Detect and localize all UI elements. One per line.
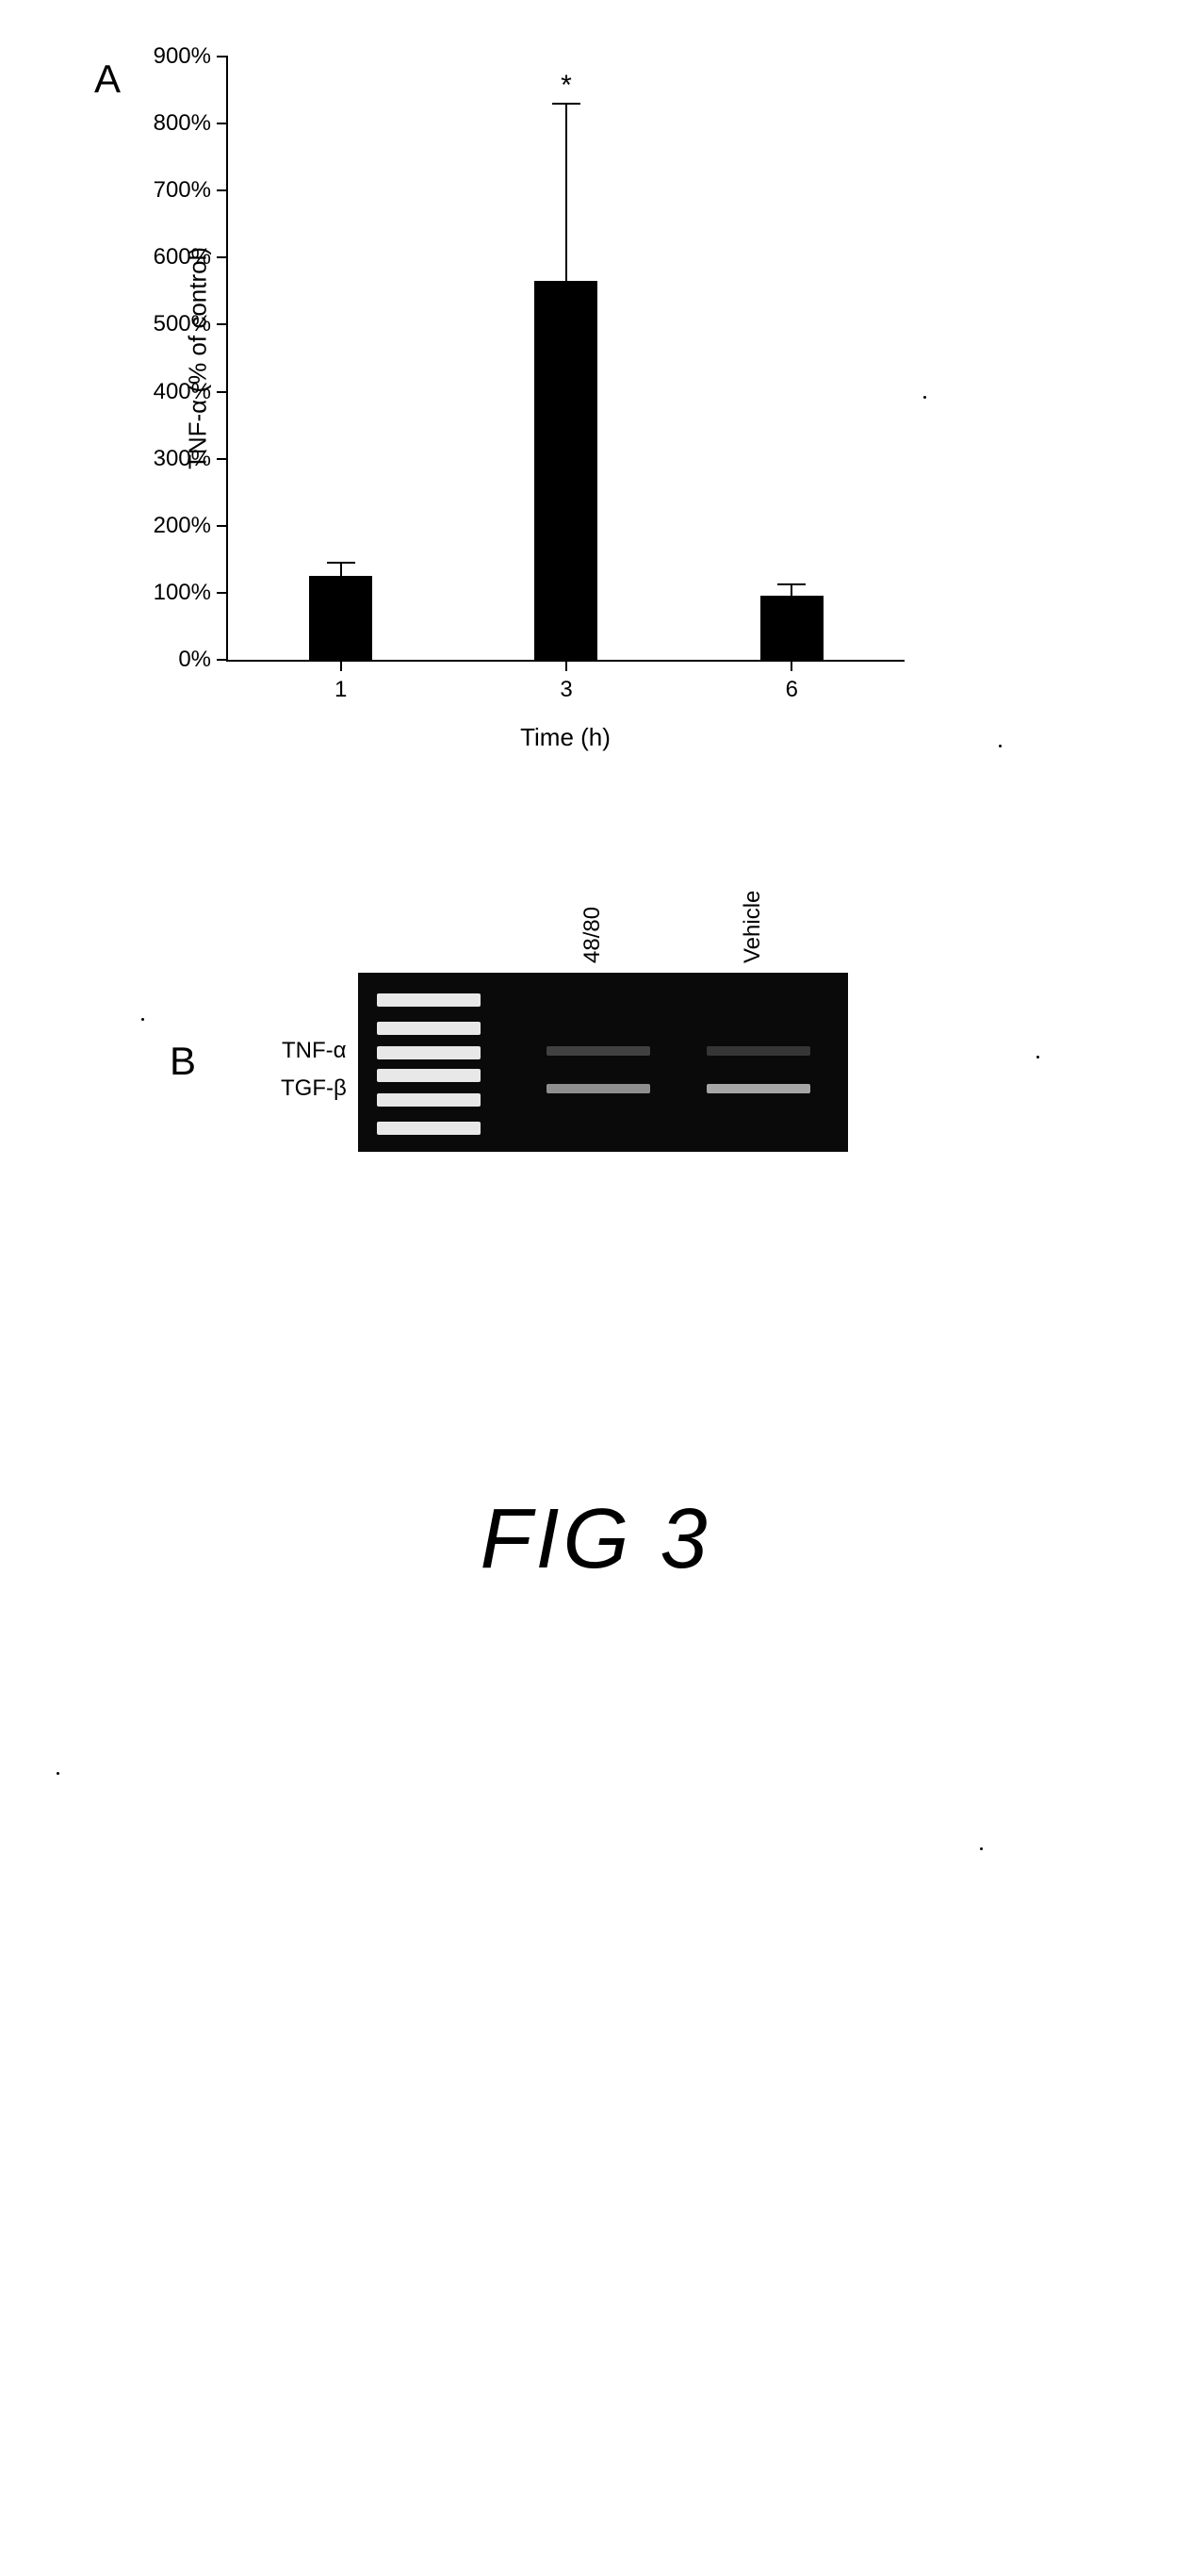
scan-artifact — [980, 1847, 983, 1850]
y-tick-label: 700% — [154, 177, 211, 204]
gel-band — [547, 1046, 650, 1056]
panel-b-label: B — [170, 1039, 196, 1084]
x-tick — [565, 660, 567, 671]
gel-lane-label: Vehicle — [740, 891, 766, 963]
y-tick-label: 300% — [154, 446, 211, 472]
gel-image — [358, 973, 848, 1152]
error-cap — [327, 562, 355, 564]
y-tick-label: 800% — [154, 110, 211, 137]
panel-a: A TNF-α (% of control) 0%100%200%300%400… — [38, 57, 1153, 662]
error-cap — [552, 103, 580, 105]
chart-a: TNF-α (% of control) 0%100%200%300%400%5… — [226, 57, 905, 662]
bar — [534, 281, 597, 660]
gel-band — [707, 1046, 810, 1056]
x-tick — [340, 660, 342, 671]
gel-lane-label: 48/80 — [579, 907, 606, 963]
y-tick — [217, 525, 228, 527]
ladder-band — [377, 1022, 481, 1035]
y-tick — [217, 391, 228, 393]
scan-artifact — [1036, 1056, 1039, 1058]
x-axis-title: Time (h) — [520, 723, 611, 752]
ladder-band — [377, 993, 481, 1007]
ladder-band — [377, 1093, 481, 1107]
scan-artifact — [57, 1772, 59, 1775]
x-tick — [791, 660, 792, 671]
y-tick-label: 900% — [154, 43, 211, 70]
y-tick — [217, 56, 228, 57]
ladder-band — [377, 1046, 481, 1059]
y-tick-label: 200% — [154, 513, 211, 539]
figure-caption: FIG 3 — [38, 1491, 1153, 1588]
y-tick — [217, 123, 228, 124]
significance-marker: * — [561, 70, 572, 102]
gel-band — [547, 1084, 650, 1093]
panel-b: B TNF-αTGF-β48/80Vehicle — [38, 973, 1153, 1152]
y-tick-label: 0% — [178, 647, 211, 673]
x-tick-label: 1 — [334, 677, 347, 703]
bar — [760, 596, 824, 660]
error-cap — [777, 583, 806, 585]
y-tick-label: 500% — [154, 311, 211, 337]
ladder-band — [377, 1122, 481, 1135]
scan-artifact — [141, 1018, 144, 1021]
ladder-band — [377, 1069, 481, 1082]
y-tick — [217, 458, 228, 460]
error-bar — [340, 563, 342, 576]
y-tick-label: 100% — [154, 580, 211, 606]
error-bar — [791, 584, 792, 597]
panel-a-label: A — [94, 57, 121, 102]
y-tick — [217, 659, 228, 661]
x-tick-label: 3 — [560, 677, 572, 703]
scan-artifact — [999, 745, 1002, 747]
y-tick — [217, 189, 228, 191]
y-tick — [217, 323, 228, 325]
gel-row-label: TNF-α — [282, 1038, 347, 1064]
figure-container: A TNF-α (% of control) 0%100%200%300%400… — [38, 57, 1153, 1588]
y-axis-title: TNF-α (% of control) — [184, 247, 213, 469]
y-tick-label: 600% — [154, 244, 211, 271]
bar — [309, 576, 372, 660]
y-tick-label: 400% — [154, 379, 211, 405]
error-bar — [565, 104, 567, 281]
gel-row-label: TGF-β — [281, 1075, 347, 1102]
x-tick-label: 6 — [786, 677, 798, 703]
gel-wrap: TNF-αTGF-β48/80Vehicle — [358, 973, 1153, 1152]
scan-artifact — [923, 396, 926, 399]
chart-plot-area: TNF-α (% of control) 0%100%200%300%400%5… — [226, 57, 905, 662]
y-tick — [217, 256, 228, 258]
y-tick — [217, 592, 228, 594]
gel-band — [707, 1084, 810, 1093]
